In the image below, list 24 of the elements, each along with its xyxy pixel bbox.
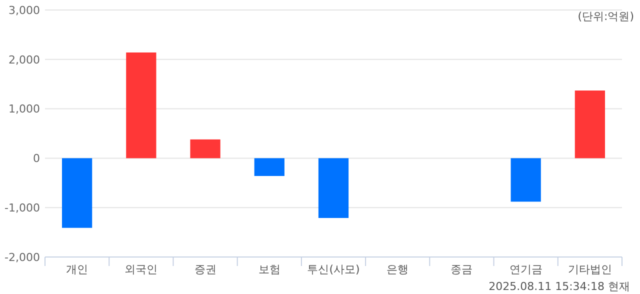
x-tick-label: 증권 [194,263,216,276]
bar [510,158,541,202]
bar [190,139,220,158]
x-tick-label: 투신(사모) [307,263,360,276]
x-tick-label: 종금 [450,263,473,276]
text: 2025.08.11 15:34:18 현재 [488,280,630,293]
y-tick-label: -2,000 [4,250,40,264]
x-tick-label: 기타법인 [568,263,612,276]
annotation: (단위:억원) [578,10,634,23]
bar [62,158,92,228]
y-tick-label: 2,000 [8,53,40,66]
x-tick-label: 외국인 [124,263,158,276]
x-tick-label: 개인 [66,263,88,276]
y-tick-label: 1,000 [8,102,40,116]
bar [318,158,349,218]
bar [254,158,284,176]
bar [126,52,156,158]
bar [574,90,606,158]
x-tick-label: 보험 [258,263,280,276]
x-tick-label: 은행 [386,263,409,276]
y-tick-label: -1,000 [4,201,40,214]
y-tick-label: 3,000 [8,4,40,17]
x-tick-label: 연기금 [509,263,542,276]
y-tick-label: 0 [33,152,40,166]
